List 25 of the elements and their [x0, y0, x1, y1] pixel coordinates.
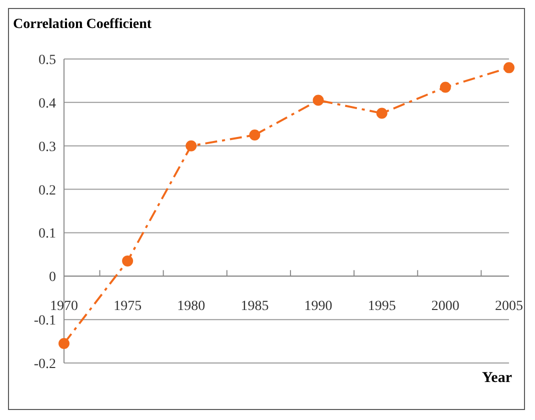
y-tick-label: 0.3: [38, 140, 56, 155]
point: [58, 338, 70, 349]
x-tick-label: 1975: [114, 299, 142, 314]
y-axis-title: Correlation Coefficient: [13, 17, 152, 33]
y-tick-label: 0.1: [38, 226, 56, 242]
y-tick-label: 0.2: [38, 183, 56, 198]
x-axis-title: Year: [482, 370, 512, 387]
x-tick-label: 2000: [431, 299, 460, 314]
x-tick-label: 1990: [304, 299, 332, 314]
y-tick-label: 0.5: [38, 52, 56, 68]
point: [186, 140, 197, 152]
y-tick-label: 0: [49, 270, 56, 286]
point: [122, 255, 134, 266]
x-tick-label: 1995: [368, 299, 396, 314]
point: [376, 108, 388, 119]
y-tick-label: 0.4: [38, 96, 56, 112]
x-tick-label: 1980: [177, 299, 206, 314]
x-tick-label: 2005: [495, 299, 523, 314]
y-tick-label: -0.1: [34, 314, 56, 329]
point: [440, 82, 451, 93]
point: [312, 94, 324, 106]
x-tick-label: 1985: [240, 299, 269, 314]
point: [249, 130, 260, 140]
point: [504, 62, 514, 74]
y-tick-label: -0.2: [34, 356, 56, 372]
